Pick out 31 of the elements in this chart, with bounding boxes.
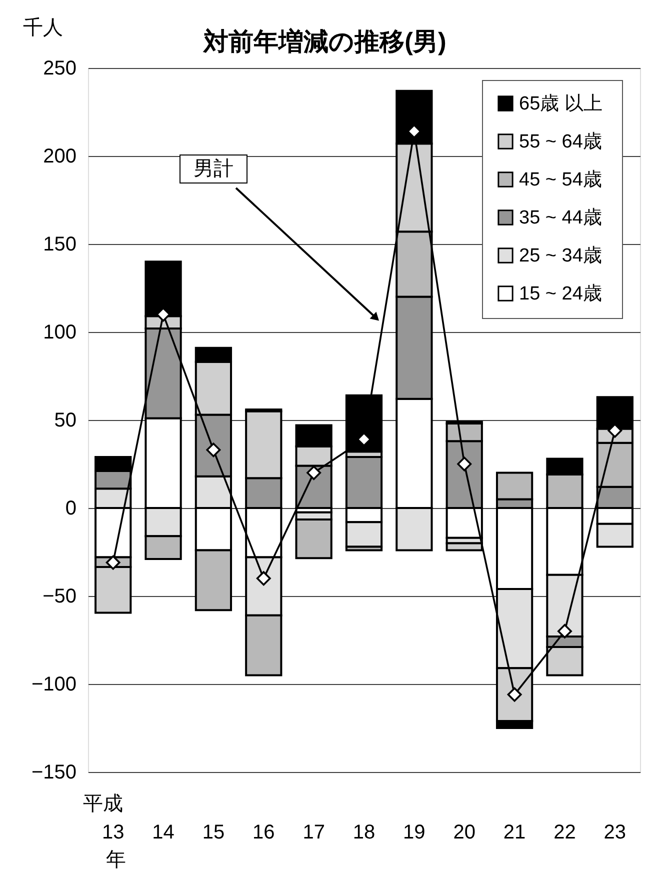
legend-label: 35 ~ 44歳 (519, 208, 602, 228)
legend-label: 65歳 以上 (519, 94, 602, 114)
x-tick-label: 22 (554, 822, 576, 844)
y-tick-label: 0 (65, 498, 76, 520)
x-tick-label: 21 (503, 822, 526, 844)
legend-label: 15 ~ 24歳 (519, 284, 602, 304)
y-tick-label: −100 (31, 674, 76, 696)
x-tick-label: 17 (302, 822, 325, 844)
chart-title: 対前年増減の推移(男) (202, 27, 446, 56)
legend-label: 55 ~ 64歳 (519, 132, 602, 152)
text: 年 (106, 849, 126, 871)
x-tick-label: 20 (453, 822, 476, 844)
y-tick-label: 100 (43, 322, 76, 344)
legend-label: 25 ~ 34歳 (519, 246, 602, 266)
legend-label: 45 ~ 54歳 (519, 170, 602, 190)
x-tick-label: 15 (202, 822, 225, 844)
x-tick-label: 19 (403, 822, 426, 844)
y-tick-label: −50 (42, 586, 76, 608)
y-tick-label: 250 (43, 58, 76, 80)
y-axis-title: 千人 (23, 17, 63, 39)
x-tick-label: 18 (352, 822, 376, 844)
x-tick-label: 16 (252, 822, 275, 844)
x-tick-label: 14 (152, 822, 174, 844)
text: 男計 (194, 158, 234, 180)
y-tick-label: 150 (43, 234, 76, 256)
x-tick-label: 23 (604, 822, 626, 844)
x-tick-label: 13 (102, 822, 124, 844)
x-axis-title: 平成 (83, 793, 123, 815)
y-tick-label: −150 (31, 762, 76, 784)
y-tick-label: 50 (54, 410, 76, 432)
y-tick-label: 200 (43, 146, 76, 168)
